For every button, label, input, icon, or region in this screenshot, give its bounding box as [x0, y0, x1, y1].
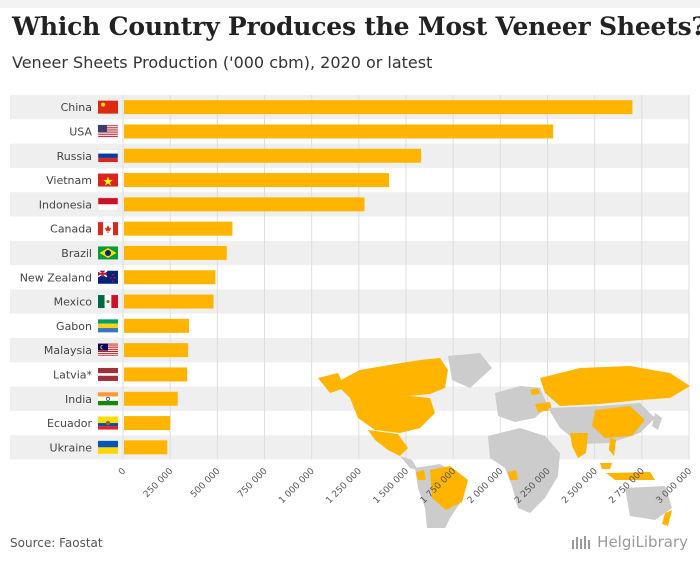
x-tick-label: 750 000: [236, 466, 270, 500]
category-label: New Zealand: [20, 271, 92, 284]
bar-malaysia: [124, 343, 189, 358]
x-tick-label: 1 250 000: [324, 466, 364, 506]
map-japan: [652, 413, 662, 430]
bar-indonesia: [124, 197, 365, 212]
bar-russia: [124, 148, 422, 163]
map-australia: [625, 486, 672, 520]
category-label: India: [65, 393, 92, 406]
bar-new-zealand: [124, 270, 216, 285]
flag-india-icon: [98, 392, 118, 406]
flag-brazil-icon: [98, 246, 118, 260]
flag-ukraine-icon: [98, 440, 118, 454]
flag-canada-icon: [97, 221, 119, 236]
map-canada: [335, 358, 448, 398]
bar-mexico: [124, 294, 214, 309]
map-vietnam: [609, 438, 616, 456]
flag-usa-icon: [97, 124, 119, 139]
map-alaska: [318, 373, 345, 393]
x-tick-label: 500 000: [189, 466, 223, 500]
bar-gabon: [124, 318, 190, 333]
category-label: Russia: [57, 150, 92, 163]
flag-china-icon: [98, 100, 118, 114]
map-brazil: [430, 466, 468, 510]
map-greenland: [448, 353, 492, 388]
map-indonesia: [606, 472, 655, 480]
flag-gabon-icon: [98, 319, 118, 333]
category-label: Ukraine: [50, 441, 93, 454]
chart-subtitle: Veneer Sheets Production ('000 cbm), 202…: [12, 53, 433, 72]
flag-latvia-icon: [98, 367, 118, 381]
x-axis-ticks: 0 250 000 500 000 750 000 1 000 000 1 250 000…: [117, 466, 694, 506]
map-ecuador: [416, 470, 426, 480]
map-russia: [540, 366, 690, 406]
bar-chart: China USA Russia Vietnam Indonesia Canada Braz…: [10, 95, 694, 528]
map-usa: [350, 396, 435, 433]
x-tick-label: 2 000 000: [466, 466, 506, 506]
map-india: [570, 433, 588, 458]
x-tick-label: 1 500 000: [372, 466, 412, 506]
bar-china: [124, 100, 633, 115]
category-label: Latvia*: [53, 368, 92, 381]
flag-vietnam-icon: [98, 173, 118, 187]
map-mexico: [368, 430, 408, 456]
map-central-america: [400, 456, 418, 470]
flag-russia-icon: [97, 149, 119, 163]
bar-india: [124, 391, 178, 406]
map-ukraine: [535, 402, 552, 412]
map-new-zealand: [662, 510, 672, 526]
category-label: Gabon: [56, 320, 92, 333]
x-tick-label: 1 000 000: [277, 466, 317, 506]
bar-usa: [124, 124, 554, 139]
flags: [97, 100, 119, 454]
map-gabon: [508, 470, 518, 480]
x-tick-label: 250 000: [142, 466, 176, 500]
flag-mexico-icon: [98, 295, 118, 309]
category-label: Indonesia: [39, 198, 92, 211]
flag-indonesia-icon: [97, 197, 119, 212]
category-label: Ecuador: [47, 417, 92, 430]
bar-ukraine: [124, 440, 168, 455]
bar-canada: [124, 221, 233, 236]
world-map: [318, 353, 690, 528]
category-labels: China USA Russia Vietnam Indonesia Canada Braz…: [20, 101, 93, 454]
source-note: Source: Faostat: [10, 536, 103, 550]
category-label: Mexico: [54, 296, 93, 309]
map-malaysia: [600, 463, 612, 469]
category-label: Vietnam: [46, 174, 92, 187]
category-label: USA: [69, 125, 92, 138]
top-bar: [0, 0, 700, 8]
flag-ecuador-icon: [98, 416, 118, 430]
bar-ecuador: [124, 416, 171, 431]
map-africa: [488, 428, 560, 513]
helgilibrary-logo: HelgiLibrary: [571, 533, 688, 551]
flag-new-zealand-icon: [97, 270, 118, 284]
x-tick-label: 2 500 000: [560, 466, 600, 506]
bar-brazil: [124, 245, 227, 260]
category-label: China: [61, 101, 92, 114]
category-label: Malaysia: [44, 344, 92, 357]
logo-text: HelgiLibrary: [597, 533, 688, 551]
flag-malaysia-icon: [98, 343, 118, 357]
library-icon: [572, 536, 591, 549]
map-latvia: [530, 388, 540, 395]
map-europe: [495, 386, 548, 422]
bars: [124, 100, 633, 455]
map-china: [592, 406, 645, 438]
bar-latvia: [124, 367, 188, 382]
x-tick-label: 3 000 000: [655, 466, 695, 506]
category-label: Canada: [50, 223, 92, 236]
x-tick-label: 0: [117, 466, 128, 477]
chart-title: Which Country Produces the Most Veneer S…: [12, 12, 700, 41]
category-label: Brazil: [61, 247, 92, 260]
bar-vietnam: [124, 173, 390, 188]
